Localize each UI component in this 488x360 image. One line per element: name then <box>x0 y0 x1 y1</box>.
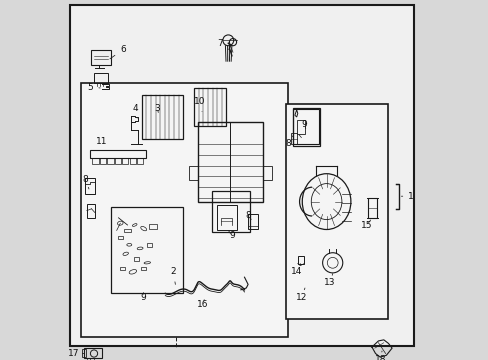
Bar <box>114 158 121 164</box>
Text: 7: 7 <box>217 40 228 50</box>
Bar <box>367 198 376 218</box>
Text: 9: 9 <box>228 231 234 240</box>
Bar <box>118 236 122 239</box>
Bar <box>124 229 130 232</box>
Bar <box>217 205 237 230</box>
Text: 15: 15 <box>361 220 372 230</box>
Text: 8: 8 <box>285 135 293 148</box>
Bar <box>87 204 95 218</box>
Text: 8: 8 <box>82 175 89 189</box>
Text: 11: 11 <box>96 136 110 150</box>
Text: 18: 18 <box>374 351 386 360</box>
Text: 12: 12 <box>295 288 306 302</box>
Text: 10: 10 <box>193 97 205 112</box>
Text: 5: 5 <box>87 83 100 91</box>
Bar <box>197 122 262 202</box>
Text: 13: 13 <box>324 274 335 287</box>
Bar <box>212 191 249 232</box>
Bar <box>111 207 183 293</box>
Bar <box>296 120 304 134</box>
Bar <box>85 178 95 194</box>
Text: 4: 4 <box>132 104 138 118</box>
Bar <box>292 108 320 146</box>
Text: 2: 2 <box>170 267 176 284</box>
Bar <box>137 158 143 164</box>
Bar <box>100 158 106 164</box>
Bar <box>91 50 111 65</box>
Bar <box>94 73 108 83</box>
Bar <box>141 267 146 270</box>
Text: 8: 8 <box>244 211 251 220</box>
Bar <box>194 88 226 126</box>
Bar <box>122 158 128 164</box>
Text: 17: 17 <box>68 349 84 358</box>
Bar <box>107 158 113 164</box>
Text: 3: 3 <box>154 104 160 112</box>
Bar <box>84 348 102 358</box>
Bar <box>146 243 151 247</box>
Bar <box>81 83 287 337</box>
Text: 6: 6 <box>110 45 125 59</box>
Text: 14: 14 <box>290 264 302 276</box>
Bar <box>129 158 136 164</box>
Text: 9: 9 <box>140 292 145 302</box>
Bar <box>262 166 271 180</box>
Bar <box>134 257 139 261</box>
Bar <box>297 256 304 264</box>
Bar <box>81 349 86 357</box>
Bar <box>142 95 183 139</box>
Bar <box>148 224 156 229</box>
Bar <box>285 104 387 319</box>
Bar <box>188 166 197 180</box>
Bar <box>293 109 319 144</box>
Bar <box>247 214 258 229</box>
Bar <box>92 158 99 164</box>
Text: 16: 16 <box>197 300 208 309</box>
Text: 1: 1 <box>401 192 413 201</box>
Text: 9: 9 <box>301 120 307 129</box>
Bar <box>90 150 146 158</box>
Bar <box>120 267 124 270</box>
Bar <box>290 133 296 144</box>
